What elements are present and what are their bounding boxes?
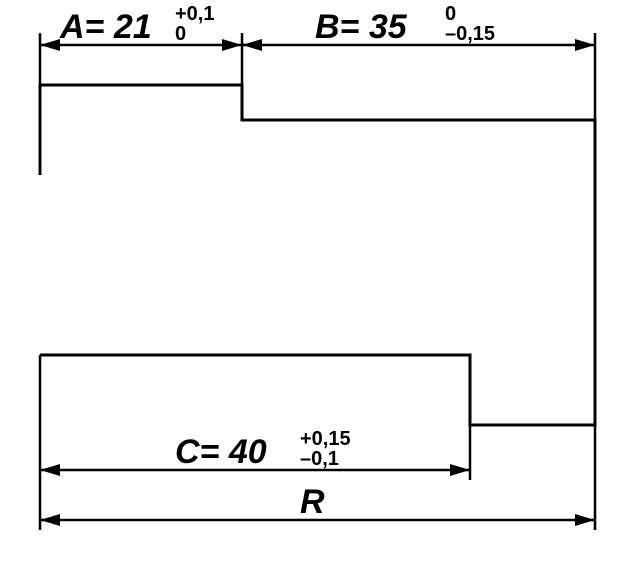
part-outline <box>40 85 595 425</box>
tol-lower-B: –0,15 <box>445 23 495 45</box>
tol-lower-A: 0 <box>175 23 186 45</box>
dim-arrow <box>450 464 470 476</box>
dim-label-C: C= 40 <box>175 433 267 471</box>
dim-label-B: B= 35 <box>315 8 408 46</box>
tol-upper-B: 0 <box>445 3 456 25</box>
dim-label-A: A= 21 <box>59 8 152 46</box>
tol-lower-C: –0,1 <box>300 448 339 470</box>
tol-upper-A: +0,1 <box>175 3 214 25</box>
tol-upper-C: +0,15 <box>300 428 351 450</box>
engineering-drawing: A= 21+0,10B= 350–0,15C= 40+0,15–0,1R <box>0 0 629 563</box>
dim-arrow <box>242 39 262 51</box>
dim-arrow <box>40 514 60 526</box>
dim-arrow <box>575 514 595 526</box>
dim-arrow <box>40 39 60 51</box>
dim-arrow <box>40 464 60 476</box>
dim-label-R: R <box>300 483 325 521</box>
dim-arrow <box>222 39 242 51</box>
dim-arrow <box>575 39 595 51</box>
